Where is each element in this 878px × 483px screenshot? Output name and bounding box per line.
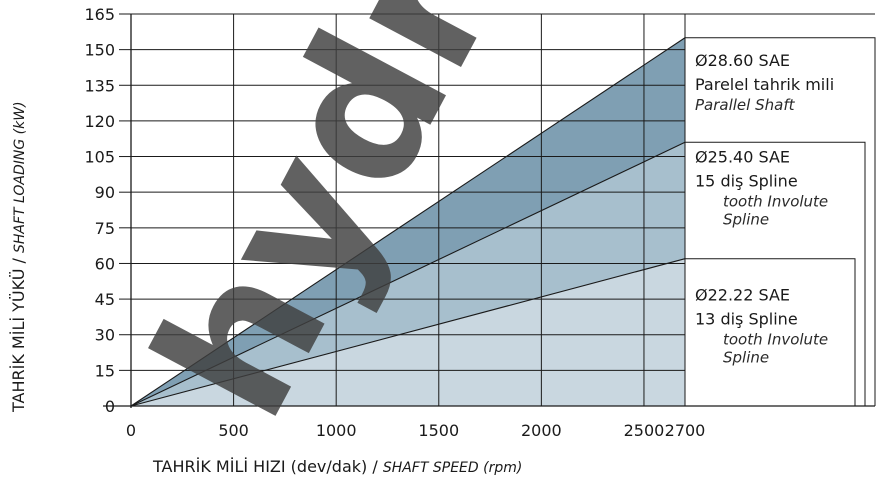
series-label-italic-2: Spline <box>723 210 769 228</box>
y-tick-label: 90 <box>95 183 115 202</box>
series-label-2: 15 diş Spline <box>695 171 798 190</box>
y-tick-label: 75 <box>95 219 115 238</box>
y-tick-label: 15 <box>95 361 115 380</box>
series-label-italic-1: Parallel Shaft <box>695 96 796 114</box>
x-tick-label: 0 <box>126 421 136 440</box>
y-tick-label: 150 <box>84 41 115 60</box>
series-label-3: 13 diş Spline <box>695 310 798 329</box>
series-label-2: Ø25.40 SAE <box>695 147 790 166</box>
x-axis-title: TAHRİK MİLİ HIZI (dev/dak) / SHAFT SPEED… <box>152 457 522 476</box>
series-label-1: Parelel tahrik mili <box>695 75 834 94</box>
y-axis-title: TAHRİK MİLİ YÜKÜ / SHAFT LOADING (kW) <box>9 101 28 413</box>
series-label-italic-3: Spline <box>723 349 769 367</box>
series-label-3: Ø22.22 SAE <box>695 286 790 305</box>
x-tick-label: 500 <box>218 421 249 440</box>
x-tick-label: 2700 <box>665 421 706 440</box>
x-tick-label: 2000 <box>521 421 562 440</box>
y-tick-label: 45 <box>95 290 115 309</box>
y-tick-label: 120 <box>84 112 115 131</box>
series-label-italic-3: tooth Involute <box>723 331 828 349</box>
y-tick-label: 60 <box>95 254 115 273</box>
y-tick-label: 105 <box>84 148 115 167</box>
series-label-1: Ø28.60 SAE <box>695 51 790 70</box>
y-tick-label: 0 <box>105 397 115 416</box>
x-tick-label: 1500 <box>418 421 459 440</box>
y-tick-label: 135 <box>84 76 115 95</box>
y-tick-label: 30 <box>95 326 115 345</box>
y-tick-label: 165 <box>84 5 115 24</box>
series-label-italic-2: tooth Involute <box>723 192 828 210</box>
x-tick-label: 2500 <box>624 421 665 440</box>
